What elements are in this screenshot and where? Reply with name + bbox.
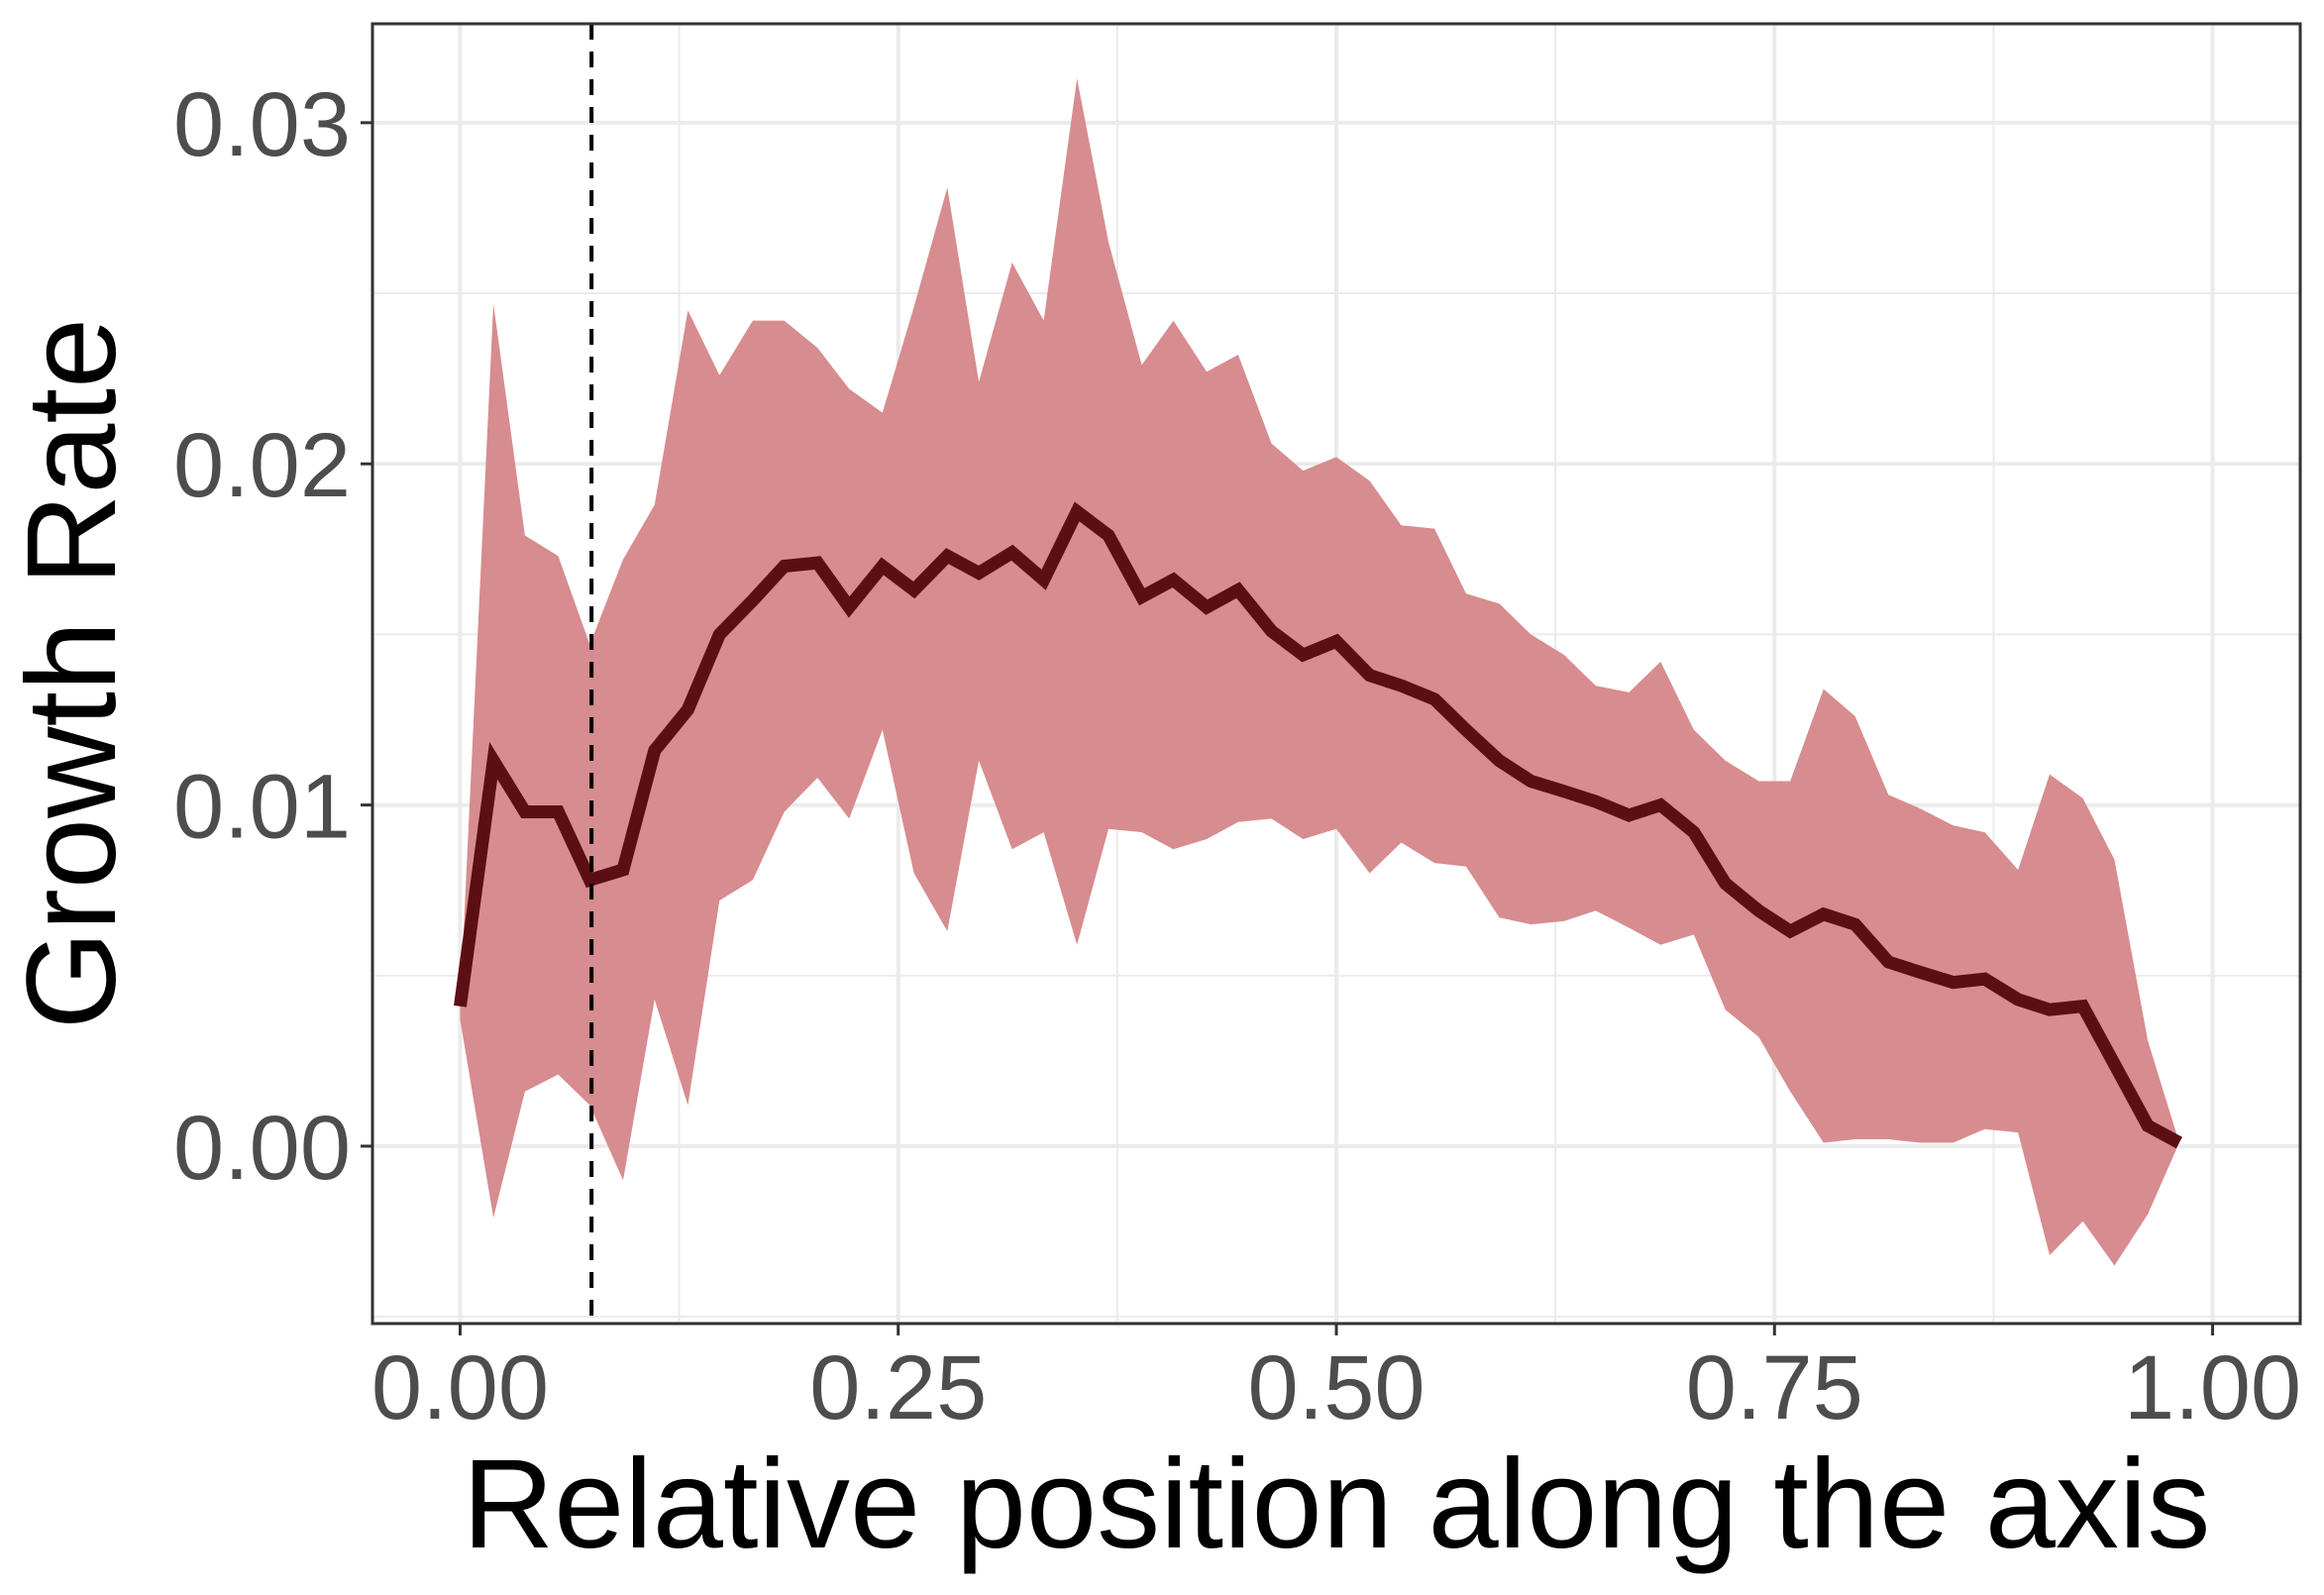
x-tick-label: 0.25 — [809, 1337, 987, 1438]
y-tick-label: 0.02 — [173, 415, 351, 516]
x-tick-label: 1.00 — [2124, 1337, 2301, 1438]
confidence-band — [460, 78, 2213, 1266]
y-tick-label: 0.00 — [173, 1098, 351, 1199]
axes: 0.00 0.25 0.50 0.75 1.00 0.00 0.01 0.02 0.03 — [173, 74, 2301, 1438]
y-axis-title: Growth Rate — [1, 318, 143, 1030]
x-tick-label: 0.00 — [371, 1337, 549, 1438]
x-tick-label: 0.50 — [1247, 1337, 1425, 1438]
x-tick-label: 0.75 — [1686, 1337, 1863, 1438]
x-axis-title: Relative position along the axis — [463, 1434, 2211, 1575]
y-tick-label: 0.03 — [173, 74, 351, 175]
growth-rate-line — [454, 501, 2182, 1149]
y-tick-label: 0.01 — [173, 757, 351, 858]
